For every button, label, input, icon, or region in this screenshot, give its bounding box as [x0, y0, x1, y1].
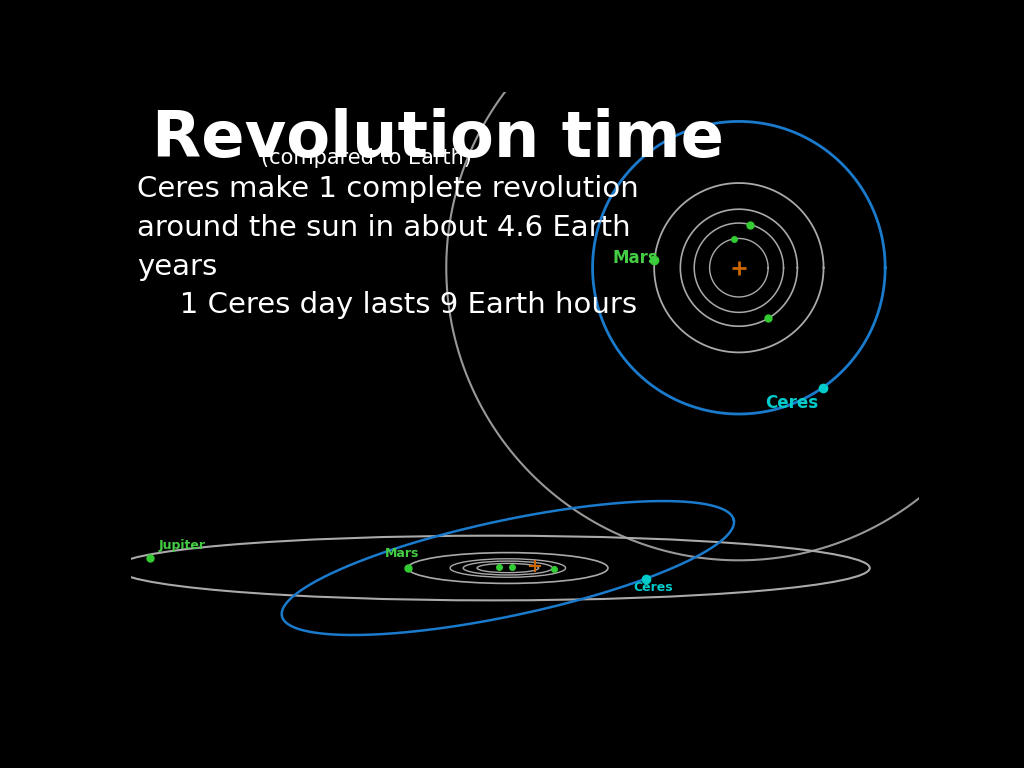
Text: Mars: Mars [384, 548, 419, 560]
Text: (compared to Earth): (compared to Earth) [261, 147, 472, 167]
Text: Jupiter: Jupiter [159, 539, 206, 552]
Text: Mars: Mars [612, 249, 657, 267]
Text: 1 Ceres day lasts 9 Earth hours: 1 Ceres day lasts 9 Earth hours [153, 291, 637, 319]
Text: Ceres: Ceres [634, 581, 673, 594]
Text: Revolution time: Revolution time [153, 108, 724, 170]
Text: Ceres: Ceres [765, 394, 818, 412]
Text: Ceres make 1 complete revolution
around the sun in about 4.6 Earth
years: Ceres make 1 complete revolution around … [137, 175, 639, 281]
